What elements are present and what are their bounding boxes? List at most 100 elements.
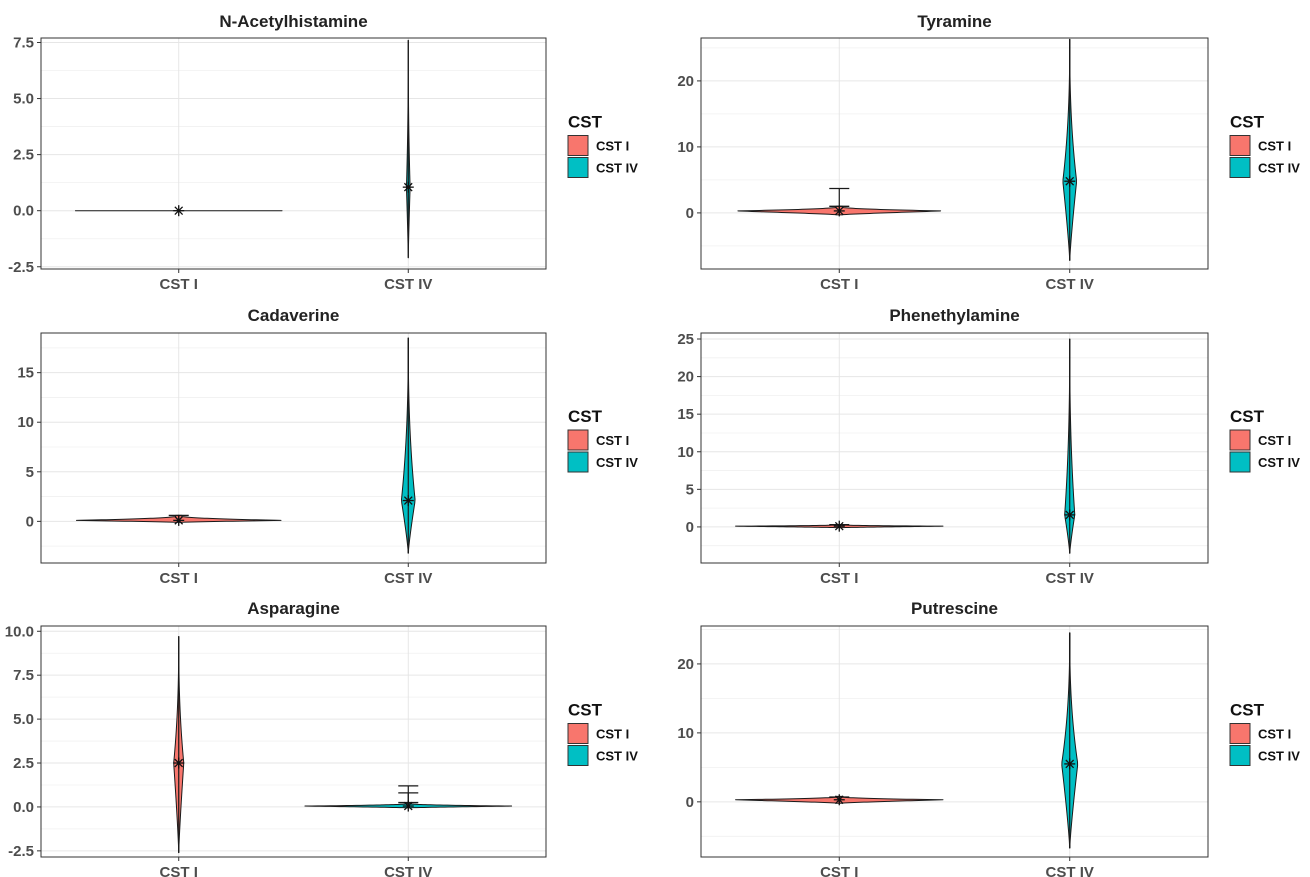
y-tick-label: 25 (677, 331, 694, 348)
x-tick-label: CST IV (384, 276, 432, 293)
violin-cst-iv (1061, 632, 1079, 849)
x-tick-label: CST I (160, 276, 198, 293)
legend-label: CST IV (1258, 161, 1300, 176)
mean-marker (173, 205, 185, 217)
mean-marker-stroke (834, 521, 844, 531)
legend-key-cst-i (567, 135, 589, 156)
mean-marker (402, 181, 414, 193)
legend-label: CST I (1258, 433, 1291, 448)
panel-title: Putrescine (911, 599, 998, 618)
x-tick-label: CST IV (384, 570, 432, 587)
y-tick-label: 0.0 (13, 799, 34, 816)
y-tick-label: 2.5 (13, 755, 34, 772)
chart-panel: -2.5 0.0 2.5 5.0 7.5 10.0 CST I CST IV Asparagin… (5, 599, 638, 877)
mean-marker-stroke (834, 206, 844, 216)
y-tick-label: -2.5 (8, 259, 34, 276)
legend-key-cst-iv (567, 745, 589, 766)
legend: CST CST I CST IV (567, 701, 638, 766)
legend-key-cst-i (1229, 429, 1251, 451)
x-tick-label: CST IV (1046, 570, 1094, 587)
legend-key-cst-iv (567, 157, 589, 178)
legend-title: CST (1230, 701, 1265, 720)
plot-background (41, 38, 546, 269)
mean-marker-stroke (1065, 759, 1075, 769)
legend-label: CST IV (596, 161, 638, 176)
violin-cst-i (737, 187, 942, 217)
mean-marker-stroke (834, 795, 844, 805)
mean-marker-stroke (1065, 176, 1075, 186)
y-tick-label: 10 (677, 444, 694, 461)
panel-border (700, 37, 1209, 270)
legend-title: CST (1230, 113, 1265, 132)
y-tick-label: 0 (686, 519, 694, 536)
mean-marker (173, 757, 185, 769)
x-tick-label: CST I (820, 864, 858, 877)
mean-marker (833, 794, 845, 806)
violin-cst-iv (304, 785, 513, 812)
legend-title: CST (568, 113, 603, 132)
mean-marker (402, 800, 414, 812)
legend-label: CST IV (596, 749, 638, 764)
y-tick-label: 5.0 (13, 91, 34, 108)
violin-cst-iv (401, 337, 416, 554)
legend-key-cst-i (567, 723, 589, 744)
legend-title: CST (1230, 407, 1265, 426)
mean-marker (173, 514, 185, 526)
chart-panel: 0 10 20 CST I CST IV Tyramine CST CST I CST IV (677, 12, 1300, 293)
mean-marker-stroke (174, 206, 184, 216)
panel-border (700, 625, 1209, 858)
legend: CST CST I CST IV (1229, 113, 1300, 178)
legend-label: CST I (596, 139, 629, 154)
mean-marker-stroke (403, 496, 413, 505)
violin-cst-i (735, 520, 944, 532)
y-tick-label: 20 (677, 73, 694, 90)
x-tick-label: CST I (820, 276, 858, 293)
panel-title: Tyramine (917, 12, 991, 31)
plot-background (41, 626, 546, 857)
violin-cst-iv (402, 39, 414, 259)
panel-title: Asparagine (247, 599, 340, 618)
mean-marker (1064, 175, 1076, 187)
x-tick-label: CST I (820, 570, 858, 587)
mean-marker-stroke (1065, 510, 1075, 520)
legend-key-cst-i (1229, 135, 1251, 156)
legend-title: CST (568, 701, 603, 720)
plot-background (701, 38, 1208, 269)
mean-marker (1064, 509, 1076, 521)
legend-key-cst-iv (567, 451, 589, 473)
legend-label: CST IV (1258, 455, 1300, 470)
violin-cst-i (173, 636, 185, 854)
plot-background (41, 333, 546, 563)
y-tick-label: 15 (17, 365, 34, 382)
violin-cst-i (735, 794, 944, 806)
x-tick-label: CST IV (384, 864, 432, 877)
y-tick-label: 0 (26, 513, 34, 530)
y-tick-label: 10.0 (5, 623, 34, 640)
legend-key-cst-i (567, 429, 589, 451)
y-tick-label: 0 (686, 205, 694, 222)
y-tick-label: 7.5 (13, 667, 34, 684)
y-tick-label: 2.5 (13, 147, 34, 164)
panel-border (40, 37, 547, 270)
x-tick-label: CST IV (1046, 864, 1094, 877)
violin-cst-iv (1062, 38, 1077, 261)
mean-marker (833, 520, 845, 532)
mean-marker (1064, 758, 1076, 770)
chart-panel: -2.5 0.0 2.5 5.0 7.5 CST I CST IV N-Acetylhista… (8, 12, 638, 293)
legend: CST CST I CST IV (1229, 701, 1300, 766)
chart-panel: 0 5 10 15 CST I CST IV Cadaverine CST CST I CST I… (17, 306, 638, 587)
legend-title: CST (568, 407, 603, 426)
panel-border (700, 332, 1209, 564)
y-tick-label: 20 (677, 656, 694, 673)
plot-background (701, 626, 1208, 857)
mean-marker-stroke (403, 801, 413, 811)
y-tick-label: 5 (26, 464, 34, 481)
legend-label: CST I (596, 433, 629, 448)
violin-cst-i (74, 205, 283, 217)
legend-label: CST IV (1258, 749, 1300, 764)
y-tick-label: 10 (677, 139, 694, 156)
legend-label: CST I (1258, 139, 1291, 154)
legend: CST CST I CST IV (567, 113, 638, 178)
